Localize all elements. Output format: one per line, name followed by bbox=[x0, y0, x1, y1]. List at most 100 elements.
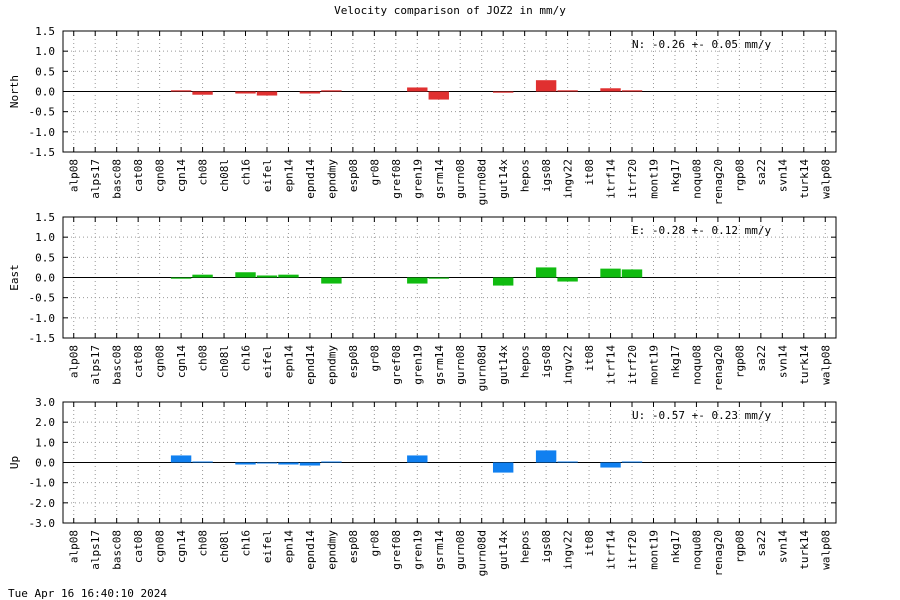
bar bbox=[299, 91, 321, 94]
bar bbox=[600, 268, 621, 278]
x-tick-label: itrf20 bbox=[626, 530, 639, 570]
bar bbox=[492, 277, 514, 286]
x-tick-label: cgn08 bbox=[154, 530, 167, 563]
x-tick-label: itrf20 bbox=[626, 159, 639, 199]
x-tick-label: nkg17 bbox=[669, 159, 682, 192]
timestamp: Tue Apr 16 16:40:10 2024 bbox=[8, 587, 167, 600]
x-tick-label: cgn08 bbox=[154, 345, 167, 378]
y-tick-label: -3.0 bbox=[29, 517, 56, 530]
y-tick-label: 0.5 bbox=[35, 65, 55, 78]
x-tick-label: alps17 bbox=[89, 530, 102, 570]
x-tick-label: walp08 bbox=[819, 345, 832, 385]
x-tick-label: epnd14 bbox=[304, 530, 317, 570]
x-tick-label: cat08 bbox=[132, 159, 145, 192]
bar bbox=[278, 274, 299, 278]
x-tick-label: renag20 bbox=[712, 159, 725, 205]
bar bbox=[170, 455, 192, 463]
x-tick-label: it08 bbox=[583, 345, 596, 372]
bar bbox=[535, 267, 557, 278]
x-tick-label: ch16 bbox=[240, 159, 253, 186]
x-tick-label: itrf20 bbox=[626, 345, 639, 385]
x-tick-label: rgp08 bbox=[733, 530, 746, 563]
bar bbox=[256, 275, 278, 278]
bar bbox=[600, 88, 621, 92]
x-tick-label: ch08l bbox=[218, 159, 231, 192]
x-tick-label: ch16 bbox=[240, 345, 253, 372]
x-tick-label: gut14x bbox=[497, 345, 510, 385]
x-tick-label: nkg17 bbox=[669, 530, 682, 563]
bar bbox=[407, 87, 428, 92]
x-tick-label: gurn08 bbox=[454, 345, 467, 385]
x-tick-label: itrf14 bbox=[605, 345, 618, 385]
x-tick-label: ch16 bbox=[240, 530, 253, 557]
panel-east: 1.5 1.0 0.5 0.0 -0.5 -1.0 -1.5 East E: -0.28 +- … bbox=[8, 211, 837, 391]
y-tick-label: 1.0 bbox=[35, 231, 55, 244]
y-axis-label: Up bbox=[8, 456, 21, 469]
x-tick-label: turk14 bbox=[798, 530, 811, 570]
y-tick-label: 1.0 bbox=[35, 436, 55, 449]
x-tick-label: gsrm14 bbox=[433, 159, 446, 199]
bar bbox=[621, 461, 643, 463]
bar bbox=[192, 461, 213, 463]
x-tick-label: ingv22 bbox=[562, 159, 575, 199]
x-tick-label: svn14 bbox=[776, 530, 789, 563]
x-tick-label: eifel bbox=[261, 345, 274, 378]
x-tick-label: igs08 bbox=[540, 159, 553, 192]
x-tick-label: igs08 bbox=[540, 345, 553, 378]
bar bbox=[557, 90, 578, 92]
x-tick-label: cgn14 bbox=[175, 159, 188, 192]
x-tick-label: mont19 bbox=[647, 159, 660, 199]
x-tick-label: gurn08 bbox=[454, 159, 467, 199]
x-tick-label: sa22 bbox=[755, 345, 768, 372]
x-tick-label: gurn08 bbox=[454, 530, 467, 570]
x-tick-label: gurn08d bbox=[476, 530, 489, 576]
x-tick-label: ch08 bbox=[197, 345, 210, 372]
x-tick-label: epndmy bbox=[325, 530, 338, 570]
x-tick-label: renag20 bbox=[712, 345, 725, 391]
x-tick-label: epnd14 bbox=[304, 345, 317, 385]
y-tick-label: -0.5 bbox=[29, 292, 56, 305]
bar bbox=[256, 91, 278, 96]
bar bbox=[557, 277, 578, 282]
x-tick-label: gut14x bbox=[497, 159, 510, 199]
y-tick-label: -1.0 bbox=[29, 477, 56, 490]
bar bbox=[621, 269, 643, 278]
y-tick-label: 1.0 bbox=[35, 45, 55, 58]
x-tick-label: ch08l bbox=[218, 530, 231, 563]
x-tick-label: hepos bbox=[519, 530, 532, 563]
y-tick-label: 0.0 bbox=[35, 86, 55, 99]
bar bbox=[535, 80, 557, 92]
y-tick-label: 0.0 bbox=[35, 272, 55, 285]
x-tick-label: eifel bbox=[261, 159, 274, 192]
bar bbox=[235, 462, 256, 465]
x-tick-label: nkg17 bbox=[669, 345, 682, 378]
x-tick-label: cgn14 bbox=[175, 530, 188, 563]
y-tick-label: -2.0 bbox=[29, 497, 56, 510]
x-tick-label: esp08 bbox=[347, 159, 360, 192]
y-tick-label: -1.5 bbox=[29, 146, 56, 159]
x-tick-label: alp08 bbox=[68, 530, 81, 563]
x-tick-label: rgp08 bbox=[733, 159, 746, 192]
stat-annotation: N: -0.26 +- 0.05 mm/y bbox=[632, 38, 771, 51]
y-tick-label: -1.5 bbox=[29, 332, 56, 345]
panel-up: 3.0 2.0 1.0 0.0 -1.0 -2.0 -3.0 Up U: -0.57 +- 0.… bbox=[8, 396, 837, 576]
x-tick-label: epndmy bbox=[325, 345, 338, 385]
x-tick-label: epn14 bbox=[282, 159, 295, 192]
x-tick-label: epn14 bbox=[282, 345, 295, 378]
x-tick-label: gren19 bbox=[411, 530, 424, 570]
x-tick-label: gref08 bbox=[390, 345, 403, 385]
y-tick-label: 3.0 bbox=[35, 396, 55, 409]
x-tick-label: itrf14 bbox=[605, 530, 618, 570]
x-tick-label: mont19 bbox=[647, 530, 660, 570]
x-tick-label: walp08 bbox=[819, 530, 832, 570]
y-tick-label: -0.5 bbox=[29, 106, 56, 119]
stat-annotation: U: -0.57 +- 0.23 mm/y bbox=[632, 409, 771, 422]
x-tick-label: svn14 bbox=[776, 345, 789, 378]
x-tick-label: svn14 bbox=[776, 159, 789, 192]
x-tick-label: epn14 bbox=[282, 530, 295, 563]
x-tick-label: gurn08d bbox=[476, 345, 489, 391]
x-tick-label: gr08 bbox=[368, 530, 381, 557]
x-tick-label: gref08 bbox=[390, 530, 403, 570]
x-tick-label: esp08 bbox=[347, 345, 360, 378]
